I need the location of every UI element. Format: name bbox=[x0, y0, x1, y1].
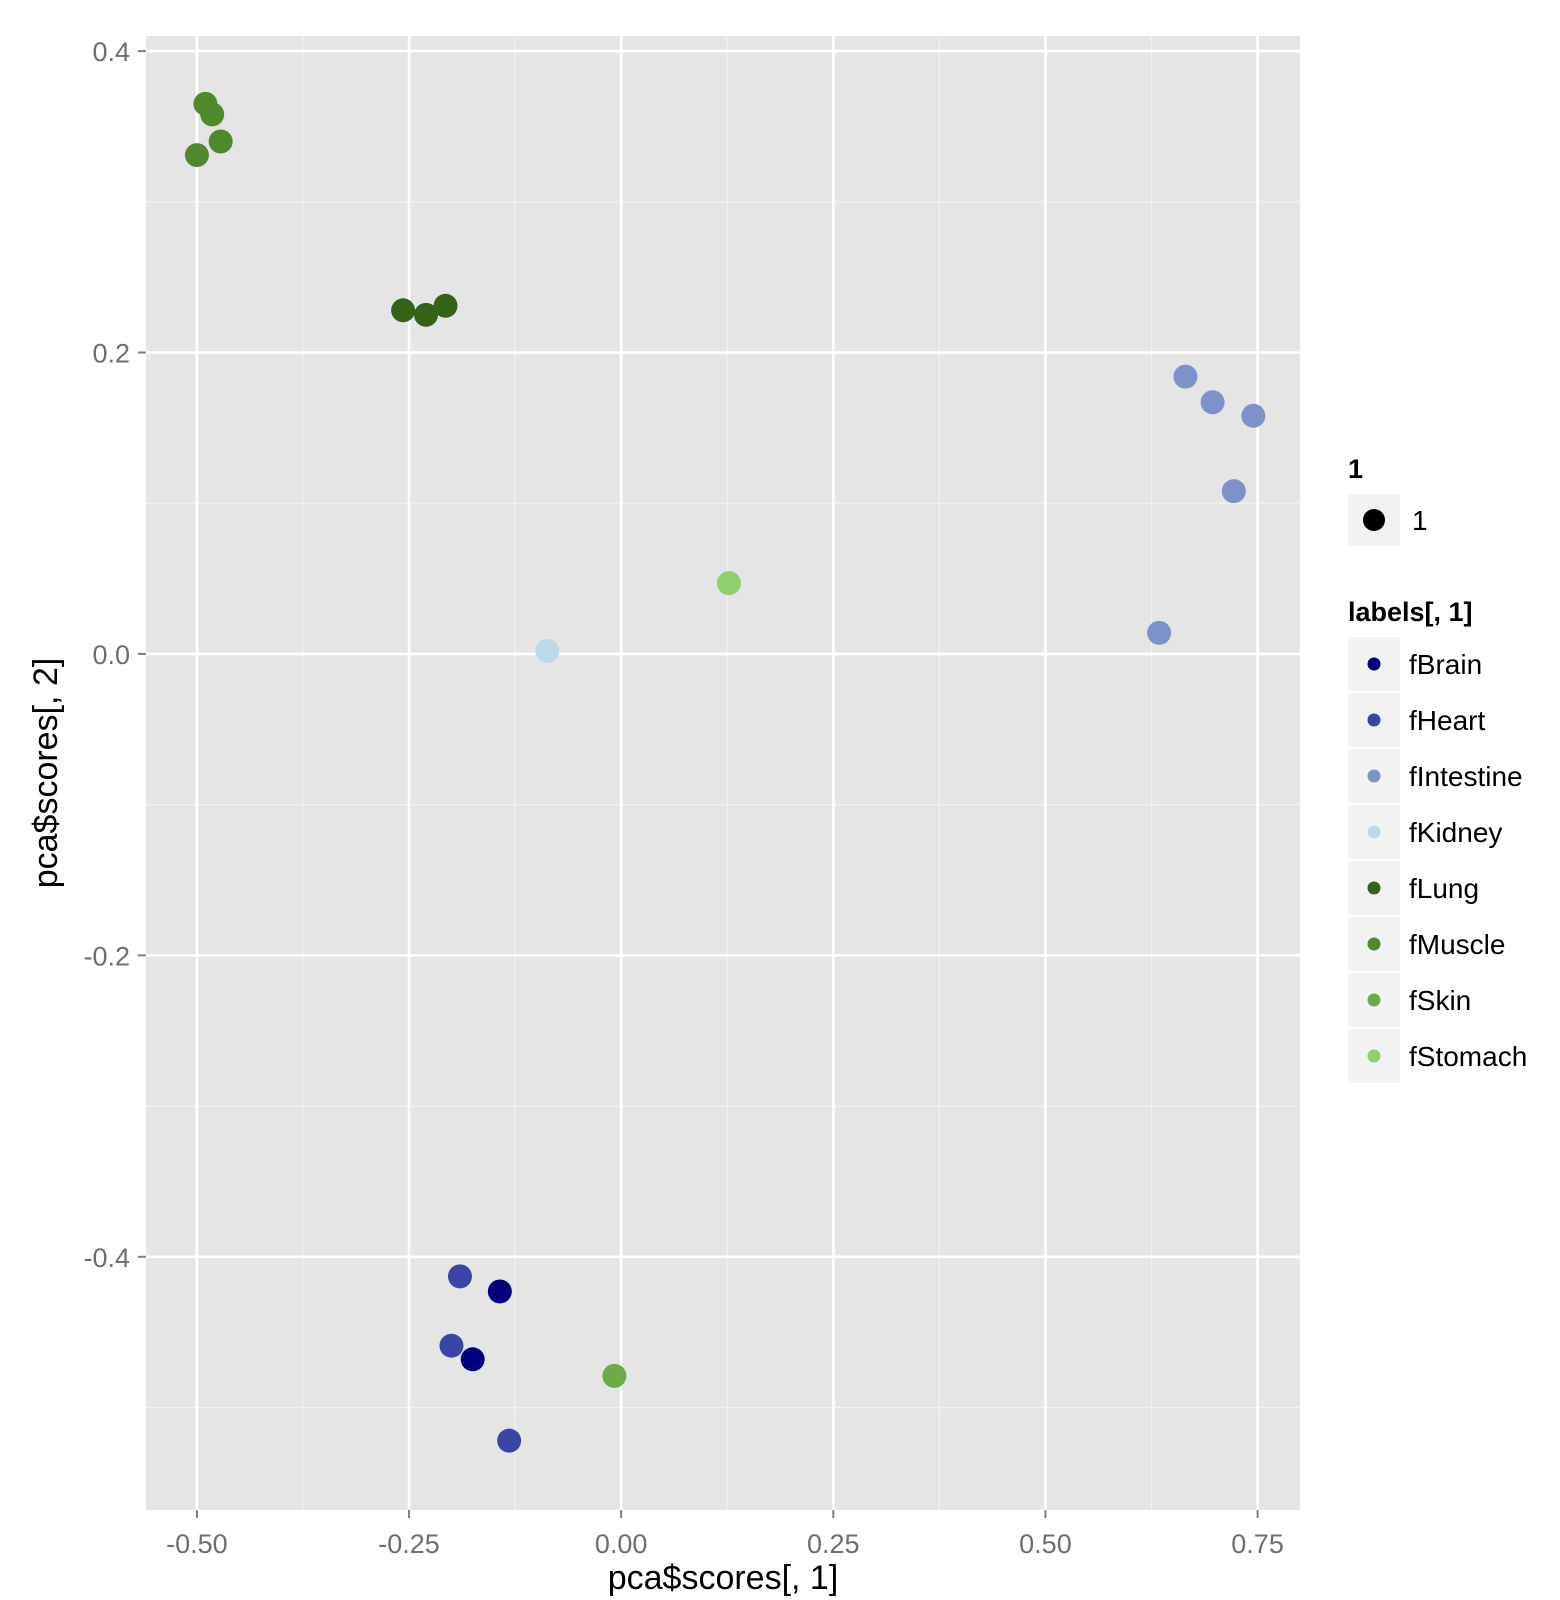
data-point-fbrain bbox=[487, 1279, 512, 1304]
data-point-fintestine bbox=[1147, 620, 1172, 645]
color-legend-label-fheart: fHeart bbox=[1409, 705, 1485, 736]
color-legend-title: labels[, 1] bbox=[1348, 597, 1473, 627]
y-tick-label: 0.4 bbox=[92, 37, 130, 67]
x-tick-label: 0.50 bbox=[1019, 1529, 1072, 1559]
data-point-fintestine bbox=[1200, 390, 1225, 415]
data-point-fheart bbox=[439, 1333, 464, 1358]
data-point-flung bbox=[391, 298, 416, 323]
y-axis-title: pca$scores[, 2] bbox=[27, 658, 65, 889]
color-legend-swatch-fskin bbox=[1367, 993, 1381, 1007]
x-axis-title: pca$scores[, 1] bbox=[608, 1559, 839, 1597]
color-legend-label-fintestine: fIntestine bbox=[1409, 761, 1523, 792]
data-point-fheart bbox=[497, 1428, 522, 1453]
x-tick-label: 0.75 bbox=[1231, 1529, 1284, 1559]
color-legend: fBrain fHeart fIntestine fKidney fLung fMuscl… bbox=[1348, 637, 1527, 1083]
color-legend-swatch-flung bbox=[1367, 881, 1381, 895]
y-tick-label: -0.2 bbox=[83, 941, 130, 971]
y-tick-label: -0.4 bbox=[83, 1243, 130, 1273]
size-legend-title: 1 bbox=[1348, 454, 1363, 484]
size-legend-symbol bbox=[1363, 509, 1385, 531]
color-legend-label-fskin: fSkin bbox=[1409, 985, 1471, 1016]
major-gridlines bbox=[146, 36, 1300, 1510]
size-legend-label: 1 bbox=[1412, 505, 1428, 536]
y-tick-label: 0.2 bbox=[92, 339, 130, 369]
axis-ticks bbox=[138, 50, 1259, 1518]
data-point-fbrain bbox=[460, 1347, 485, 1372]
data-point-fmuscle bbox=[200, 102, 225, 127]
plot-panel bbox=[146, 36, 1300, 1510]
data-point-fheart bbox=[447, 1264, 472, 1289]
legend: 1 1 labels[, 1] fBrain fHeart fIntestine fK… bbox=[1348, 454, 1527, 1083]
color-legend-swatch-fstomach bbox=[1367, 1049, 1381, 1063]
data-point-fmuscle bbox=[184, 143, 209, 168]
data-point-flung bbox=[433, 293, 458, 318]
color-legend-label-fkidney: fKidney bbox=[1409, 817, 1502, 848]
color-legend-swatch-fbrain bbox=[1367, 657, 1381, 671]
data-point-fintestine bbox=[1241, 403, 1266, 428]
color-legend-swatch-fheart bbox=[1367, 713, 1381, 727]
data-point-flung bbox=[414, 302, 439, 327]
color-legend-swatch-fintestine bbox=[1367, 769, 1381, 783]
y-tick-label: 0.0 bbox=[92, 640, 130, 670]
data-point-fskin bbox=[602, 1363, 627, 1388]
tick-labels: -0.50 -0.25 0.00 0.25 0.50 0.75 -0.4 -0.2 0.0 0.2… bbox=[83, 37, 1283, 1559]
color-legend-label-fmuscle: fMuscle bbox=[1409, 929, 1505, 960]
size-legend: 1 bbox=[1348, 494, 1428, 546]
data-points bbox=[184, 91, 1266, 1453]
color-legend-label-fstomach: fStomach bbox=[1409, 1041, 1527, 1072]
color-legend-swatch-fmuscle bbox=[1367, 937, 1381, 951]
data-point-fintestine bbox=[1173, 364, 1198, 389]
data-point-fkidney bbox=[535, 638, 560, 663]
color-legend-label-fbrain: fBrain bbox=[1409, 649, 1482, 680]
x-tick-label: 0.00 bbox=[595, 1529, 648, 1559]
x-tick-label: 0.25 bbox=[807, 1529, 860, 1559]
data-point-fmuscle bbox=[208, 129, 233, 154]
x-tick-label: -0.50 bbox=[166, 1529, 228, 1559]
data-point-fstomach bbox=[716, 571, 741, 596]
color-legend-swatch-fkidney bbox=[1367, 825, 1381, 839]
color-legend-label-flung: fLung bbox=[1409, 873, 1479, 904]
data-point-fintestine bbox=[1221, 479, 1246, 504]
x-tick-label: -0.25 bbox=[378, 1529, 440, 1559]
minor-gridlines bbox=[146, 36, 1300, 1510]
